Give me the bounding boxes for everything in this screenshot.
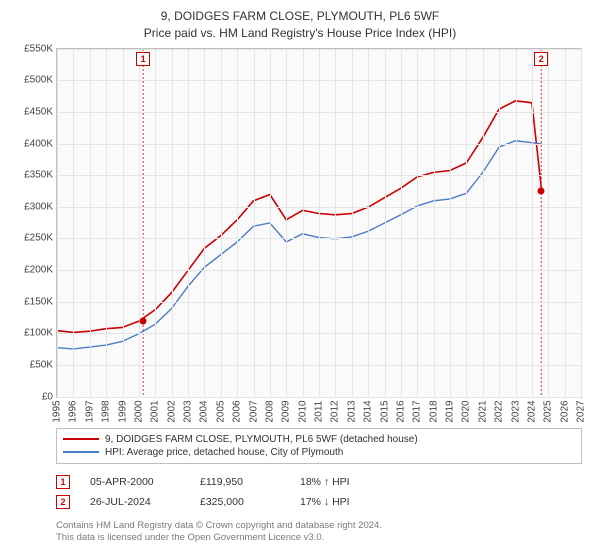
legend: 9, DOIDGES FARM CLOSE, PLYMOUTH, PL6 5WF… (56, 428, 582, 464)
x-tick-label: 2012 (330, 400, 341, 422)
y-tick-label: £500K (9, 75, 53, 86)
x-tick-label: 2013 (346, 400, 357, 422)
y-tick-label: £300K (9, 201, 53, 212)
x-tick-label: 2005 (215, 400, 226, 422)
x-tick-label: 2023 (510, 400, 521, 422)
data-point (538, 187, 545, 194)
event-price: £119,950 (200, 476, 280, 488)
y-tick-label: £150K (9, 296, 53, 307)
title-line-2: Price paid vs. HM Land Registry's House … (10, 25, 590, 42)
y-tick-label: £350K (9, 170, 53, 181)
x-tick-label: 2003 (183, 400, 194, 422)
x-tick-label: 2027 (576, 400, 587, 422)
x-tick-label: 2002 (166, 400, 177, 422)
event-row: 2 26-JUL-2024 £325,000 17% ↓ HPI (56, 492, 582, 512)
x-tick-label: 1996 (68, 400, 79, 422)
event-date: 05-APR-2000 (90, 476, 180, 488)
x-tick-label: 2018 (428, 400, 439, 422)
plot-area: £0£50K£100K£150K£200K£250K£300K£350K£400… (56, 48, 582, 398)
y-tick-label: £450K (9, 106, 53, 117)
chart-marker: 2 (534, 52, 548, 66)
x-tick-label: 2022 (494, 400, 505, 422)
attribution: Contains HM Land Registry data © Crown c… (56, 520, 582, 546)
x-tick-label: 2017 (412, 400, 423, 422)
series-line (57, 100, 542, 332)
legend-label: 9, DOIDGES FARM CLOSE, PLYMOUTH, PL6 5WF… (105, 434, 418, 445)
y-tick-label: £50K (9, 359, 53, 370)
x-tick-label: 1998 (101, 400, 112, 422)
legend-item: 9, DOIDGES FARM CLOSE, PLYMOUTH, PL6 5WF… (63, 433, 575, 446)
legend-swatch (63, 451, 99, 453)
event-date: 26-JUL-2024 (90, 496, 180, 508)
x-tick-label: 2024 (526, 400, 537, 422)
event-price: £325,000 (200, 496, 280, 508)
x-tick-label: 2010 (297, 400, 308, 422)
legend-item: HPI: Average price, detached house, City… (63, 446, 575, 459)
chart-container: 9, DOIDGES FARM CLOSE, PLYMOUTH, PL6 5WF… (0, 0, 600, 560)
x-tick-label: 2025 (543, 400, 554, 422)
x-tick-label: 2020 (461, 400, 472, 422)
y-tick-label: £200K (9, 265, 53, 276)
x-tick-label: 2019 (445, 400, 456, 422)
x-tick-label: 2004 (199, 400, 210, 422)
x-tick-label: 2015 (379, 400, 390, 422)
chart-marker: 1 (136, 52, 150, 66)
events-table: 1 05-APR-2000 £119,950 18% ↑ HPI 2 26-JU… (56, 472, 582, 512)
x-tick-label: 2001 (150, 400, 161, 422)
x-tick-label: 2009 (281, 400, 292, 422)
event-marker: 2 (56, 495, 70, 509)
y-tick-label: £400K (9, 138, 53, 149)
event-hpi: 18% ↑ HPI (300, 476, 390, 488)
event-row: 1 05-APR-2000 £119,950 18% ↑ HPI (56, 472, 582, 492)
x-tick-label: 2008 (264, 400, 275, 422)
x-tick-label: 1995 (52, 400, 63, 422)
y-tick-label: £0 (9, 391, 53, 402)
chart-title: 9, DOIDGES FARM CLOSE, PLYMOUTH, PL6 5WF… (10, 8, 590, 42)
data-point (140, 317, 147, 324)
x-tick-label: 1997 (84, 400, 95, 422)
legend-swatch (63, 438, 99, 440)
title-line-1: 9, DOIDGES FARM CLOSE, PLYMOUTH, PL6 5WF (10, 8, 590, 25)
attribution-line: Contains HM Land Registry data © Crown c… (56, 520, 582, 533)
x-tick-label: 2006 (232, 400, 243, 422)
x-tick-label: 2011 (314, 400, 325, 422)
x-tick-label: 2007 (248, 400, 259, 422)
series-line (57, 140, 542, 348)
attribution-line: This data is licensed under the Open Gov… (56, 532, 582, 545)
x-tick-label: 2016 (395, 400, 406, 422)
event-marker: 1 (56, 475, 70, 489)
x-tick-label: 2021 (477, 400, 488, 422)
y-tick-label: £250K (9, 233, 53, 244)
y-tick-label: £550K (9, 43, 53, 54)
x-tick-label: 2000 (133, 400, 144, 422)
x-tick-label: 1999 (117, 400, 128, 422)
x-tick-label: 2026 (559, 400, 570, 422)
event-hpi: 17% ↓ HPI (300, 496, 390, 508)
x-tick-label: 2014 (363, 400, 374, 422)
legend-label: HPI: Average price, detached house, City… (105, 447, 343, 458)
y-tick-label: £100K (9, 328, 53, 339)
